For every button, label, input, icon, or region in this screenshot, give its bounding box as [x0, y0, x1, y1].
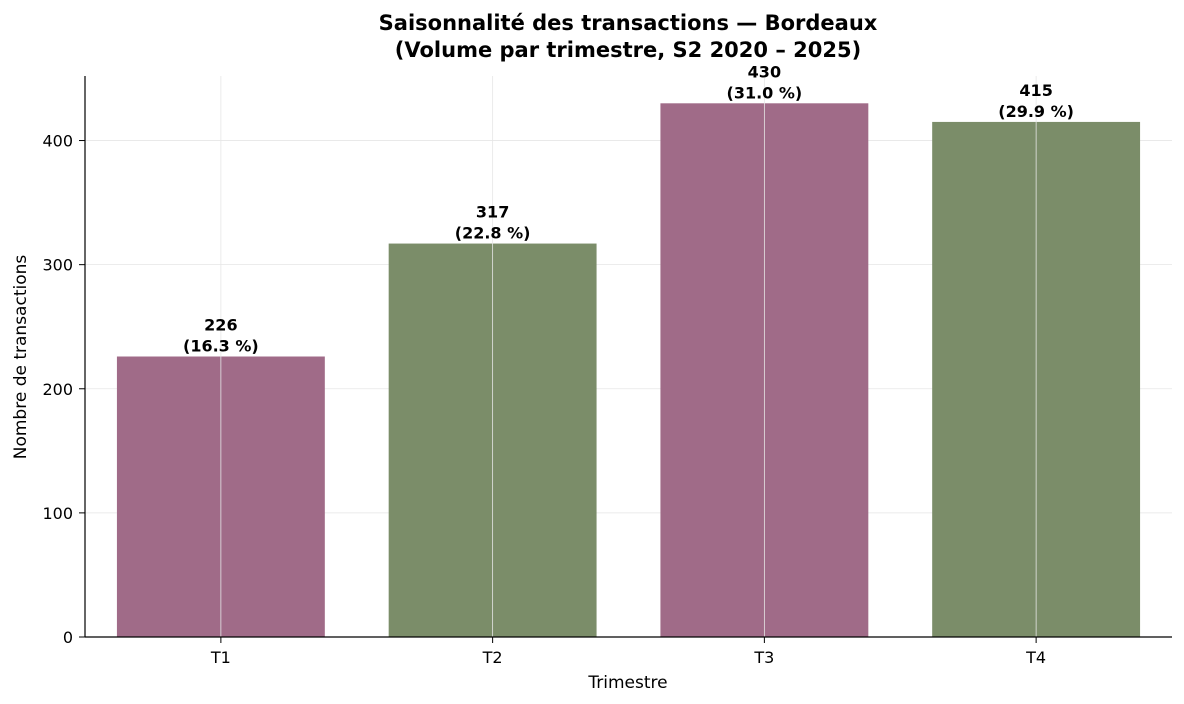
y-tick-label: 200: [42, 380, 73, 399]
percent-label-t1: (16.3 %): [183, 337, 259, 356]
percent-label-t4: (29.9 %): [998, 102, 1074, 121]
percent-label-t2: (22.8 %): [455, 224, 531, 243]
y-tick-label: 100: [42, 504, 73, 523]
y-axis-label: Nombre de transactions: [11, 255, 31, 460]
chart-title-line1: Saisonnalité des transactions — Bordeaux: [379, 11, 878, 35]
x-ticks: T1 T2 T3 T4: [210, 637, 1046, 667]
value-label-t2: 317: [476, 203, 509, 222]
x-tick-label-t4: T4: [1025, 648, 1046, 667]
value-label-t4: 415: [1019, 81, 1052, 100]
data-labels: 226 (16.3 %) 317 (22.8 %) 430 (31.0 %) 415 (29.…: [183, 62, 1074, 355]
bars: [116, 103, 1141, 638]
y-ticks: 0 100 200 300 400: [42, 132, 85, 647]
x-tick-label-t2: T2: [482, 648, 503, 667]
y-tick-label: 300: [42, 256, 73, 275]
y-tick-label: 400: [42, 132, 73, 151]
x-axis-label: Trimestre: [587, 673, 667, 693]
y-tick-label: 0: [63, 628, 73, 647]
chart-title-line2: (Volume par trimestre, S2 2020 – 2025): [395, 38, 861, 62]
vertical-grid-lines: [220, 76, 1037, 637]
percent-label-t3: (31.0 %): [727, 83, 803, 102]
x-tick-label-t3: T3: [753, 648, 774, 667]
x-tick-label-t1: T1: [210, 648, 231, 667]
value-label-t3: 430: [748, 62, 781, 81]
value-label-t1: 226: [204, 316, 237, 335]
